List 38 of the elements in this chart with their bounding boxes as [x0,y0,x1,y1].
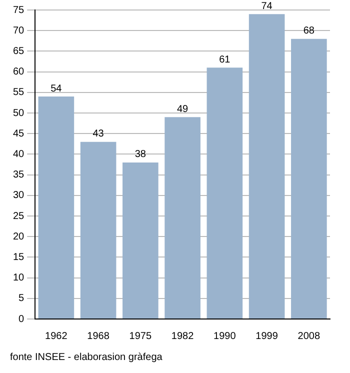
y-tick-label: 70 [13,25,25,36]
bar [206,68,243,318]
x-tick-label: 1999 [256,330,278,342]
x-tick-label: 1982 [171,330,194,342]
y-tick-label: 65 [13,46,25,57]
y-tick-label: 55 [13,87,25,98]
bar [122,162,158,318]
data-label: 49 [177,104,189,115]
data-label: 61 [219,54,231,66]
y-tick-label: 50 [13,108,25,119]
bar [291,38,327,318]
x-tick-label: 2008 [298,330,320,342]
data-label: 74 [261,0,273,12]
y-tick-label: 0 [18,314,25,325]
data-label: 54 [50,83,62,94]
x-tick-label: 1962 [45,330,68,342]
y-tick-label: 40 [13,148,25,160]
bar [248,14,285,318]
x-tick-label: 1968 [87,330,110,342]
bar [38,96,74,318]
source-note: fonte INSEE - elaborasion gràfega [10,352,162,363]
y-tick-label: 75 [13,4,25,16]
y-tick-label: 10 [13,272,25,284]
y-tick-label: 5 [18,293,25,304]
data-label: 38 [134,149,146,160]
y-tick-label: 15 [13,252,25,263]
x-tick-label: 1990 [214,330,236,342]
y-tick-label: 45 [13,128,25,140]
bar [80,142,116,318]
data-label: 68 [303,26,315,37]
y-tick-label: 60 [13,66,25,78]
y-tick-label: 20 [13,231,25,242]
y-tick-label: 25 [13,210,25,222]
y-tick-label: 35 [13,170,25,181]
bar [164,117,200,318]
y-tick-label: 30 [13,190,25,202]
x-tick-label: 1975 [129,330,152,342]
data-label: 43 [92,128,104,140]
